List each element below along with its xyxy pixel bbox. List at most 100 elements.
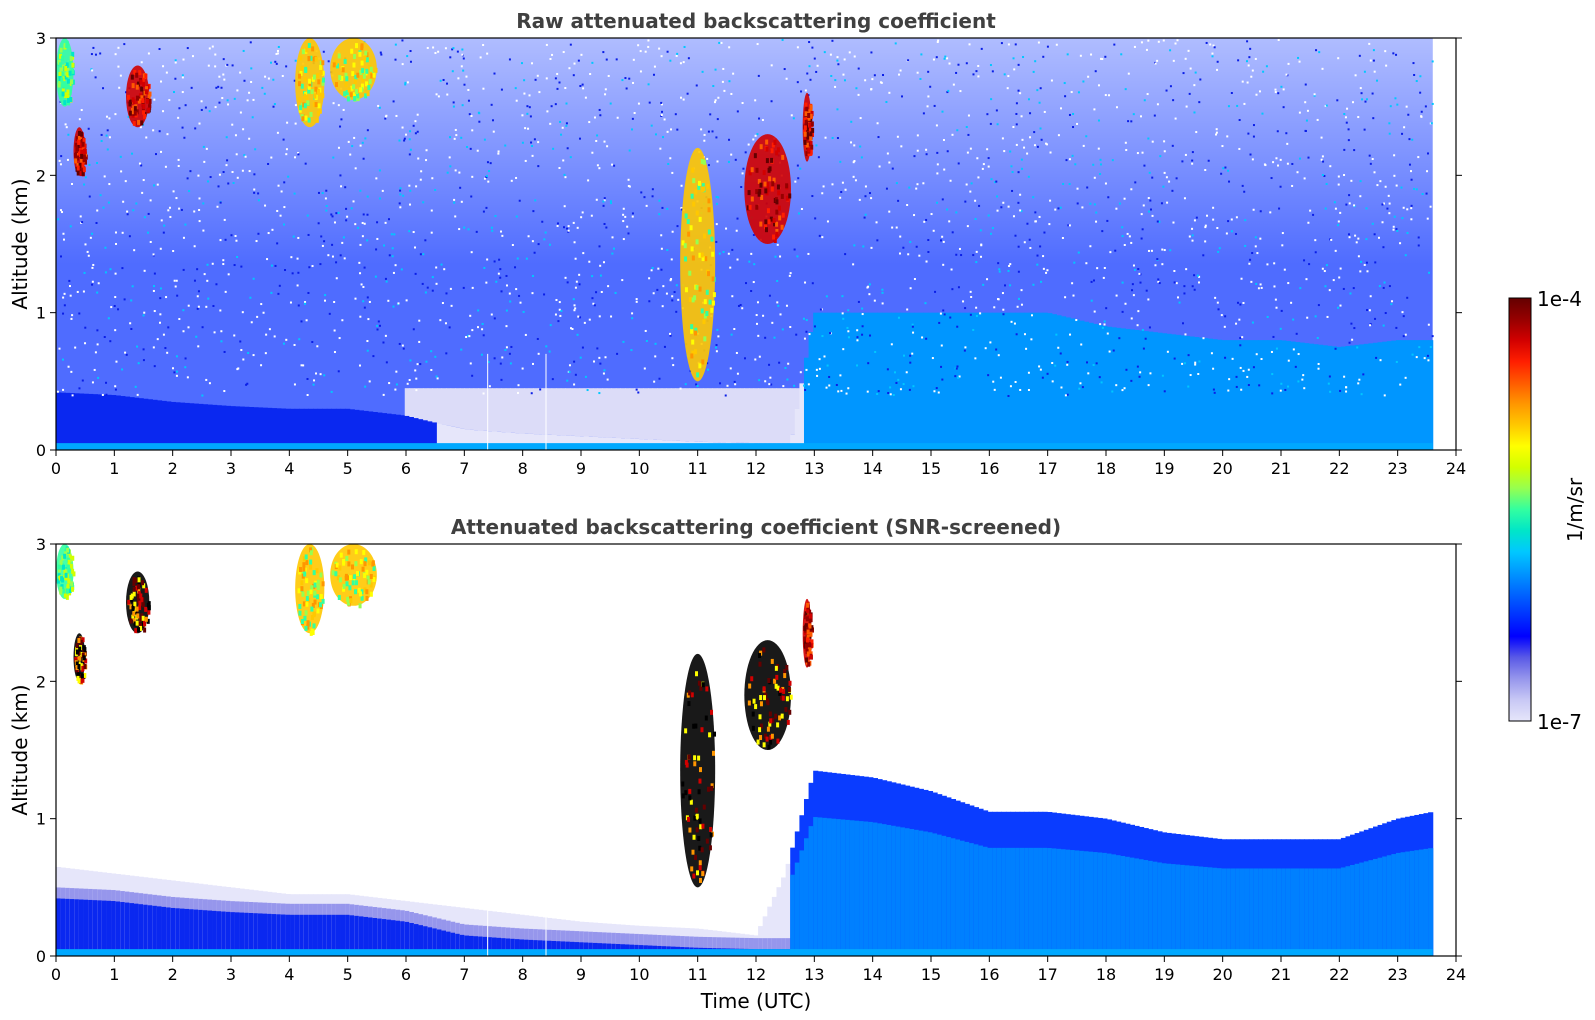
noise-speckle bbox=[395, 370, 398, 373]
bl-column bbox=[372, 918, 378, 956]
noise-speckle bbox=[834, 85, 837, 88]
noise-speckle bbox=[1391, 300, 1394, 303]
noise-speckle bbox=[61, 211, 64, 214]
residual-layer bbox=[505, 388, 511, 433]
noise-speckle bbox=[996, 123, 999, 126]
noise-speckle bbox=[460, 136, 463, 139]
bl-column bbox=[1175, 334, 1181, 450]
noise-speckle bbox=[319, 263, 322, 266]
bl-column-inner bbox=[987, 847, 993, 956]
cloud-pixel bbox=[137, 577, 141, 583]
noise-speckle bbox=[987, 165, 990, 168]
bl-edge bbox=[684, 936, 690, 956]
bl-column-inner bbox=[982, 846, 989, 956]
cloud-pixel bbox=[317, 89, 321, 95]
cloud-pixel bbox=[687, 701, 691, 707]
noise-speckle bbox=[451, 48, 454, 51]
noise-speckle bbox=[1338, 276, 1341, 279]
noise-speckle bbox=[88, 163, 91, 166]
bl-column bbox=[267, 913, 273, 956]
bl-column-inner bbox=[799, 850, 805, 956]
noise-speckle bbox=[384, 334, 387, 337]
cloud-pixel bbox=[66, 584, 70, 590]
noise-speckle bbox=[198, 197, 201, 200]
noise-speckle bbox=[358, 364, 361, 367]
noise-speckle bbox=[654, 133, 657, 136]
cloud-pixel bbox=[83, 673, 87, 679]
residual-layer bbox=[588, 388, 594, 437]
noise-speckle bbox=[1360, 92, 1363, 95]
noise-speckle bbox=[1086, 186, 1089, 189]
noise-speckle bbox=[975, 250, 978, 253]
noise-speckle bbox=[1010, 165, 1013, 168]
noise-speckle bbox=[758, 117, 761, 120]
bl-column bbox=[1262, 340, 1269, 450]
noise-speckle bbox=[823, 355, 826, 358]
cloud-pixel bbox=[765, 146, 769, 152]
bl-column bbox=[418, 925, 424, 956]
noise-speckle bbox=[821, 192, 824, 195]
noise-speckle bbox=[1427, 323, 1430, 326]
noise-speckle bbox=[891, 167, 894, 170]
noise-speckle bbox=[1185, 268, 1188, 271]
bl-column bbox=[78, 393, 85, 450]
cloud-pixel bbox=[136, 584, 140, 590]
bl-column bbox=[1414, 340, 1420, 450]
cloud-pixel bbox=[708, 732, 712, 738]
bl-column bbox=[276, 408, 282, 450]
cloud-pixel bbox=[145, 98, 149, 104]
noise-speckle bbox=[1410, 207, 1413, 210]
noise-speckle bbox=[218, 75, 221, 78]
noise-speckle bbox=[460, 65, 463, 68]
noise-speckle bbox=[1417, 236, 1420, 239]
noise-speckle bbox=[1017, 171, 1020, 174]
bl-column bbox=[239, 406, 245, 450]
noise-speckle bbox=[674, 113, 677, 116]
bl-column bbox=[1336, 346, 1342, 450]
noise-speckle bbox=[1075, 319, 1078, 322]
bl-edge bbox=[712, 937, 718, 956]
cloud-pixel bbox=[74, 152, 78, 158]
noise-speckle bbox=[1327, 382, 1330, 385]
noise-speckle bbox=[462, 57, 465, 60]
noise-speckle bbox=[198, 209, 201, 212]
noise-speckle bbox=[606, 378, 609, 381]
cloud-pixel bbox=[68, 80, 72, 86]
noise-speckle bbox=[569, 156, 572, 159]
noise-speckle bbox=[559, 120, 562, 123]
bl-column bbox=[537, 434, 544, 450]
noise-speckle bbox=[652, 73, 655, 76]
bl-column bbox=[1111, 327, 1117, 450]
noise-speckle bbox=[159, 321, 162, 324]
cloud-pixel bbox=[363, 587, 367, 593]
cloud-pixel bbox=[693, 761, 697, 767]
noise-speckle bbox=[1193, 274, 1196, 277]
cloud-pixel bbox=[66, 78, 70, 84]
noise-speckle bbox=[631, 128, 634, 131]
residual-layer bbox=[574, 388, 580, 437]
noise-speckle bbox=[223, 78, 226, 81]
noise-speckle bbox=[462, 286, 465, 289]
bl-column-inner bbox=[808, 826, 814, 956]
noise-speckle bbox=[317, 191, 320, 194]
noise-speckle bbox=[1355, 241, 1358, 244]
noise-speckle bbox=[59, 255, 62, 258]
cloud-pixel bbox=[303, 615, 307, 621]
cloud-pixel bbox=[710, 783, 714, 789]
noise-speckle bbox=[1426, 354, 1429, 357]
noise-speckle bbox=[1213, 46, 1216, 49]
noise-speckle bbox=[1140, 41, 1143, 44]
cloud-pixel bbox=[331, 570, 335, 576]
bl-edge bbox=[698, 936, 704, 956]
noise-speckle bbox=[327, 254, 330, 257]
cloud-pixel bbox=[148, 98, 152, 104]
noise-speckle bbox=[362, 157, 365, 160]
noise-speckle bbox=[449, 56, 452, 59]
cloud-pixel bbox=[804, 102, 808, 108]
noise-speckle bbox=[376, 237, 379, 240]
noise-speckle bbox=[1347, 139, 1350, 142]
noise-speckle bbox=[90, 53, 93, 56]
noise-speckle bbox=[1251, 69, 1254, 72]
noise-speckle bbox=[1239, 344, 1242, 347]
bl-edge bbox=[721, 937, 727, 956]
